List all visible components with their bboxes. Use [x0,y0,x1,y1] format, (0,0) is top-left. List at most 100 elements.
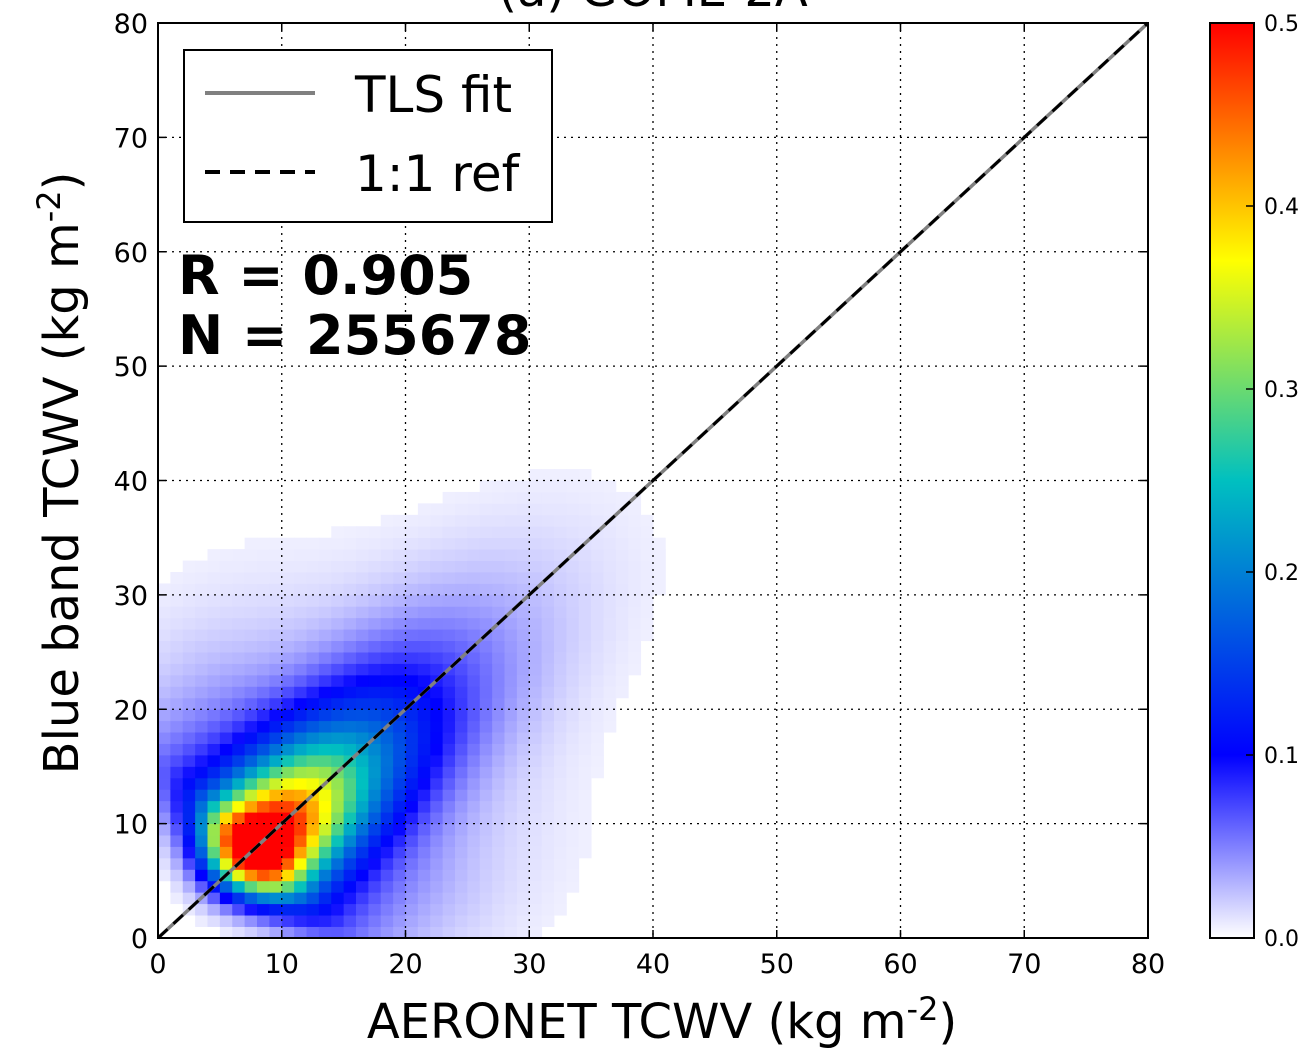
heatmap-cell [380,526,394,539]
heatmap-cell [566,800,580,813]
x-axis-title-end: ) [938,994,957,1050]
heatmap-cell [244,823,258,836]
heatmap-cell [393,594,406,607]
heatmap-cell [529,514,543,527]
colorbar-tick-label: 0.4 [1264,195,1299,220]
heatmap-cell [628,572,642,584]
heatmap-cell [615,514,629,527]
heatmap-cell [306,835,320,847]
heatmap-cell [244,880,258,893]
heatmap-cell [566,674,580,687]
heatmap-cell [158,629,171,642]
heatmap-cell [578,583,592,596]
heatmap-cell [306,892,320,905]
heatmap-cell [207,846,221,859]
heatmap-cell [232,686,246,699]
heatmap-cell [343,686,357,699]
heatmap-cell [603,491,617,504]
heatmap-cell [504,594,518,607]
heatmap-cell [195,709,208,722]
heatmap-cell [269,720,283,733]
heatmap-cell [393,572,406,584]
heatmap-cell [554,503,567,516]
heatmap-cell [430,572,444,584]
heatmap-cell [430,686,444,699]
heatmap-cell [492,560,505,573]
heatmap-cell [455,560,468,573]
heatmap-cell [504,915,518,927]
heatmap-cell [207,903,221,916]
x-axis-ticks: 0 10 20 30 40 50 60 70 80 [149,23,1165,980]
heatmap-cell [591,652,604,664]
heatmap-cell [467,583,481,596]
colorbar [1209,22,1255,939]
heatmap-cell [479,880,493,893]
heatmap-cell [343,915,357,927]
heatmap-cell [380,880,394,893]
heatmap-cell [269,926,283,939]
heatmap-cell [294,640,307,653]
heatmap-cell [566,617,580,630]
heatmap-cell [331,560,345,573]
heatmap-cell [492,526,505,539]
heatmap-cell [170,674,184,687]
heatmap-cell [479,812,493,825]
heatmap-cell [479,491,493,504]
heatmap-cell [393,514,406,527]
heatmap-cell [516,915,530,927]
heatmap-cell [467,560,481,573]
heatmap-cell [529,743,543,756]
heatmap-cell [356,640,369,653]
heatmap-cell [257,663,270,676]
heatmap-cell [294,835,307,847]
heatmap-cell [442,903,456,916]
heatmap-cell [368,789,382,802]
heatmap-cell [207,697,221,710]
heatmap-cell [368,823,382,836]
heatmap-cell [492,686,505,699]
heatmap-cell [504,514,518,527]
heatmap-cell [467,549,481,561]
x-tick-label: 30 [512,949,546,980]
heatmap-cell [219,800,233,813]
heatmap-cell [640,606,654,619]
heatmap-cell [170,732,184,744]
heatmap-cell [554,526,567,539]
heatmap-cell [554,697,567,710]
heatmap-cell [269,629,283,642]
heatmap-cell [405,915,419,927]
heatmap-cell [405,640,419,653]
heatmap-cell [195,686,208,699]
heatmap-cell [640,537,654,550]
heatmap-cell [219,812,233,825]
heatmap-cell [603,617,617,630]
heatmap-cell [318,606,332,619]
heatmap-cell [405,846,419,859]
heatmap-cell [306,777,320,790]
heatmap-cell [640,617,654,630]
heatmap-cell [343,629,357,642]
heatmap-cell [331,572,345,584]
heatmap-cell [541,503,555,516]
heatmap-cell [554,755,567,767]
heatmap-cell [244,640,258,653]
heatmap-cell [318,572,332,584]
heatmap-cell [479,743,493,756]
heatmap-cell [442,835,456,847]
heatmap-cell [492,503,505,516]
heatmap-cell [356,892,369,905]
heatmap-cell [492,732,505,744]
heatmap-cell [492,583,505,596]
heatmap-cell [554,629,567,642]
heatmap-cell [417,560,431,573]
heatmap-cell [170,686,184,699]
y-axis-title-end: ) [34,172,90,191]
heatmap-cell [479,800,493,813]
heatmap-cell [554,903,567,916]
heatmap-cell [516,892,530,905]
heatmap-cell [158,800,171,813]
heatmap-cell [368,663,382,676]
heatmap-cell [516,709,530,722]
heatmap-cell [529,560,543,573]
heatmap-cell [417,823,431,836]
